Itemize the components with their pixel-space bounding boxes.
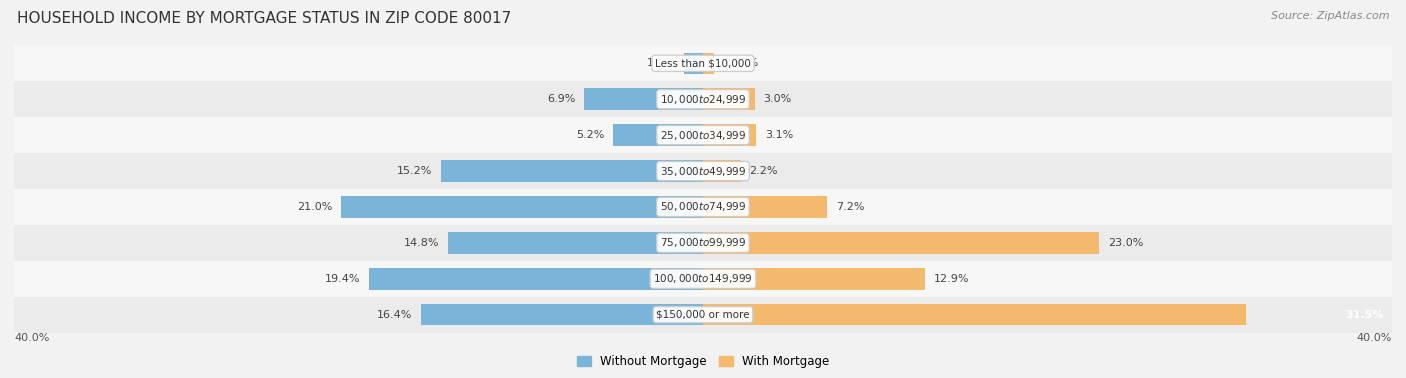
- Text: 40.0%: 40.0%: [1357, 333, 1392, 343]
- Bar: [14, 225, 1392, 261]
- Text: 6.9%: 6.9%: [547, 94, 575, 104]
- Bar: [703, 196, 827, 218]
- Bar: [685, 53, 703, 74]
- Text: Less than $10,000: Less than $10,000: [655, 58, 751, 68]
- Bar: [14, 261, 1392, 297]
- Text: 3.1%: 3.1%: [765, 130, 793, 140]
- Text: $50,000 to $74,999: $50,000 to $74,999: [659, 200, 747, 214]
- Text: $35,000 to $49,999: $35,000 to $49,999: [659, 164, 747, 178]
- Legend: Without Mortgage, With Mortgage: Without Mortgage, With Mortgage: [572, 350, 834, 373]
- Bar: [14, 81, 1392, 117]
- Text: 14.8%: 14.8%: [404, 238, 440, 248]
- Text: 0.65%: 0.65%: [723, 58, 758, 68]
- Text: 7.2%: 7.2%: [835, 202, 865, 212]
- Bar: [613, 124, 703, 146]
- Bar: [703, 268, 925, 290]
- Text: 19.4%: 19.4%: [325, 274, 360, 284]
- Text: 5.2%: 5.2%: [576, 130, 605, 140]
- Text: $10,000 to $24,999: $10,000 to $24,999: [659, 93, 747, 106]
- Text: 15.2%: 15.2%: [398, 166, 433, 176]
- Bar: [703, 304, 1246, 325]
- Text: 2.2%: 2.2%: [749, 166, 778, 176]
- Text: 21.0%: 21.0%: [297, 202, 333, 212]
- Bar: [14, 117, 1392, 153]
- Text: 16.4%: 16.4%: [377, 310, 412, 320]
- Bar: [703, 88, 755, 110]
- Bar: [368, 268, 703, 290]
- Text: $150,000 or more: $150,000 or more: [657, 310, 749, 320]
- Bar: [583, 88, 703, 110]
- Bar: [14, 153, 1392, 189]
- Bar: [703, 124, 756, 146]
- Bar: [342, 196, 703, 218]
- Text: 12.9%: 12.9%: [934, 274, 969, 284]
- Text: 1.1%: 1.1%: [647, 58, 675, 68]
- Bar: [14, 189, 1392, 225]
- Text: HOUSEHOLD INCOME BY MORTGAGE STATUS IN ZIP CODE 80017: HOUSEHOLD INCOME BY MORTGAGE STATUS IN Z…: [17, 11, 512, 26]
- Bar: [14, 45, 1392, 81]
- Bar: [703, 53, 714, 74]
- Text: $25,000 to $34,999: $25,000 to $34,999: [659, 129, 747, 142]
- Text: Source: ZipAtlas.com: Source: ZipAtlas.com: [1271, 11, 1389, 21]
- Text: $75,000 to $99,999: $75,000 to $99,999: [659, 236, 747, 249]
- Text: 23.0%: 23.0%: [1108, 238, 1143, 248]
- Text: $100,000 to $149,999: $100,000 to $149,999: [654, 272, 752, 285]
- Bar: [703, 160, 741, 182]
- Bar: [14, 297, 1392, 333]
- Text: 40.0%: 40.0%: [14, 333, 49, 343]
- Bar: [703, 232, 1099, 254]
- Bar: [449, 232, 703, 254]
- Text: 3.0%: 3.0%: [763, 94, 792, 104]
- Text: 31.5%: 31.5%: [1346, 310, 1384, 320]
- Bar: [420, 304, 703, 325]
- Bar: [441, 160, 703, 182]
